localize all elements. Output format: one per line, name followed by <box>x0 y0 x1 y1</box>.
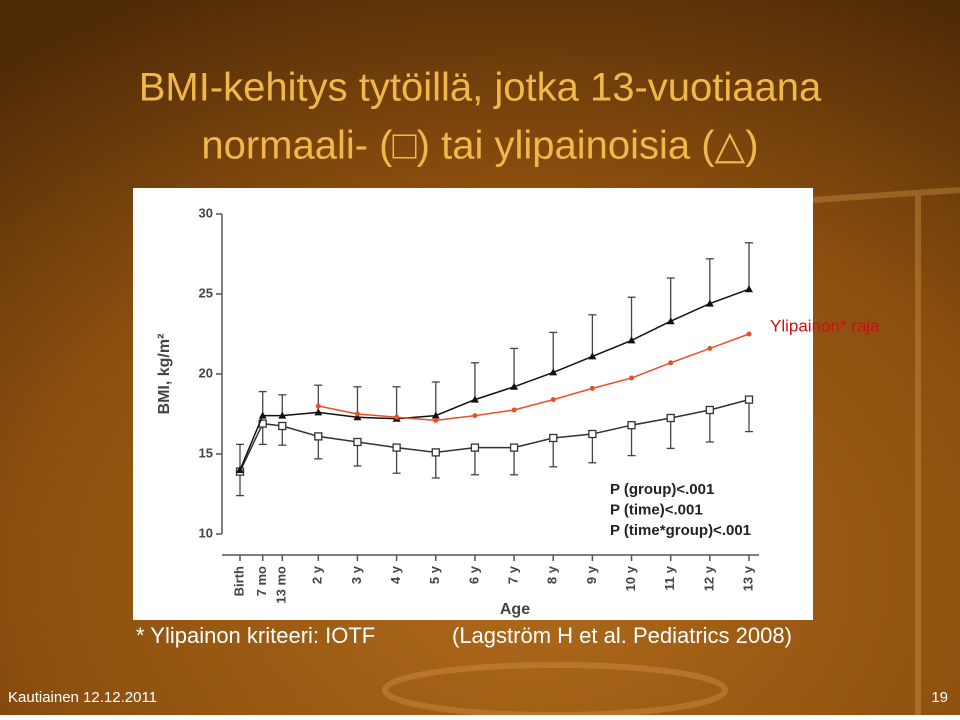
point <box>236 466 244 473</box>
footer: Kautiainen 12.12.2011 <box>8 689 157 706</box>
y-tick-label: 15 <box>199 445 213 460</box>
x-tick-label: 7 y <box>506 565 521 584</box>
point <box>315 403 321 409</box>
point <box>472 413 478 419</box>
x-axis-label: Age <box>500 601 530 618</box>
x-tick-label: Birth <box>231 566 246 596</box>
point <box>278 411 287 419</box>
point <box>588 429 597 439</box>
point <box>470 443 480 452</box>
point <box>705 299 714 307</box>
point <box>431 411 440 419</box>
p-value-note: P (time*group)<.001 <box>610 522 751 539</box>
point <box>511 407 517 413</box>
point <box>314 408 323 416</box>
p-value-note: P (group)<.001 <box>610 481 714 498</box>
point <box>744 395 754 404</box>
point <box>510 382 519 390</box>
series-line <box>318 333 750 422</box>
point <box>549 433 558 443</box>
point <box>278 421 287 431</box>
point <box>668 360 674 366</box>
x-tick-label: 12 y <box>701 565 716 591</box>
point <box>353 413 362 421</box>
point <box>666 413 675 423</box>
point <box>353 437 362 447</box>
page-number: 19 <box>931 689 948 706</box>
point <box>394 414 400 420</box>
p-value-note: P (time)<.001 <box>610 501 703 518</box>
title-line: BMI-kehitys tytöillä, jotka 13-vuotiaana <box>139 66 822 110</box>
y-tick-label: 20 <box>199 365 213 380</box>
x-tick-label: 9 y <box>584 565 599 584</box>
y-tick-label: 10 <box>199 525 213 540</box>
x-tick-label: 2 y <box>310 565 325 584</box>
point <box>627 336 636 344</box>
footnote: * Ylipainon kriteeri: IOTF <box>136 623 375 648</box>
point <box>588 352 597 360</box>
point <box>470 395 479 403</box>
point <box>746 331 752 337</box>
point <box>666 317 675 325</box>
point <box>258 411 267 419</box>
series-annotation: Ylipainon* raja <box>770 316 880 335</box>
x-tick-label: 3 y <box>349 565 364 584</box>
x-tick-label: 7 mo <box>254 566 269 596</box>
point <box>433 417 439 423</box>
point <box>549 368 558 376</box>
point <box>705 405 714 415</box>
point <box>431 448 440 457</box>
point <box>627 421 636 430</box>
x-tick-label: 6 y <box>466 565 481 584</box>
point <box>392 443 401 452</box>
point <box>314 432 323 441</box>
x-tick-label: 10 y <box>623 565 638 591</box>
point <box>550 397 556 403</box>
title-line: normaali- (□) tai ylipainoisia (△) <box>201 124 758 168</box>
y-axis-label: BMI, kg/m² <box>156 334 173 415</box>
x-tick-label: 5 y <box>427 565 442 584</box>
x-tick-label: 4 y <box>388 565 403 584</box>
plot: 10 15 20 25 30 Birth 7 mo 13 mo 2 y 3 y 4 y 5 y 6 y 7… <box>156 205 880 618</box>
point <box>629 375 635 381</box>
x-tick-label: 11 y <box>662 565 677 590</box>
point <box>354 411 360 417</box>
x-tick-label: 13 y <box>740 565 755 591</box>
x-tick-label: 13 mo <box>274 566 289 604</box>
point <box>707 345 713 351</box>
point <box>589 385 595 391</box>
x-tick-label: 8 y <box>545 565 560 584</box>
y-tick-label: 25 <box>199 285 213 300</box>
point <box>745 285 753 293</box>
y-tick-label: 30 <box>199 205 213 220</box>
chart-background <box>133 188 813 620</box>
reference: (Lagström H et al. Pediatrics 2008) <box>452 623 792 648</box>
point <box>509 443 519 452</box>
